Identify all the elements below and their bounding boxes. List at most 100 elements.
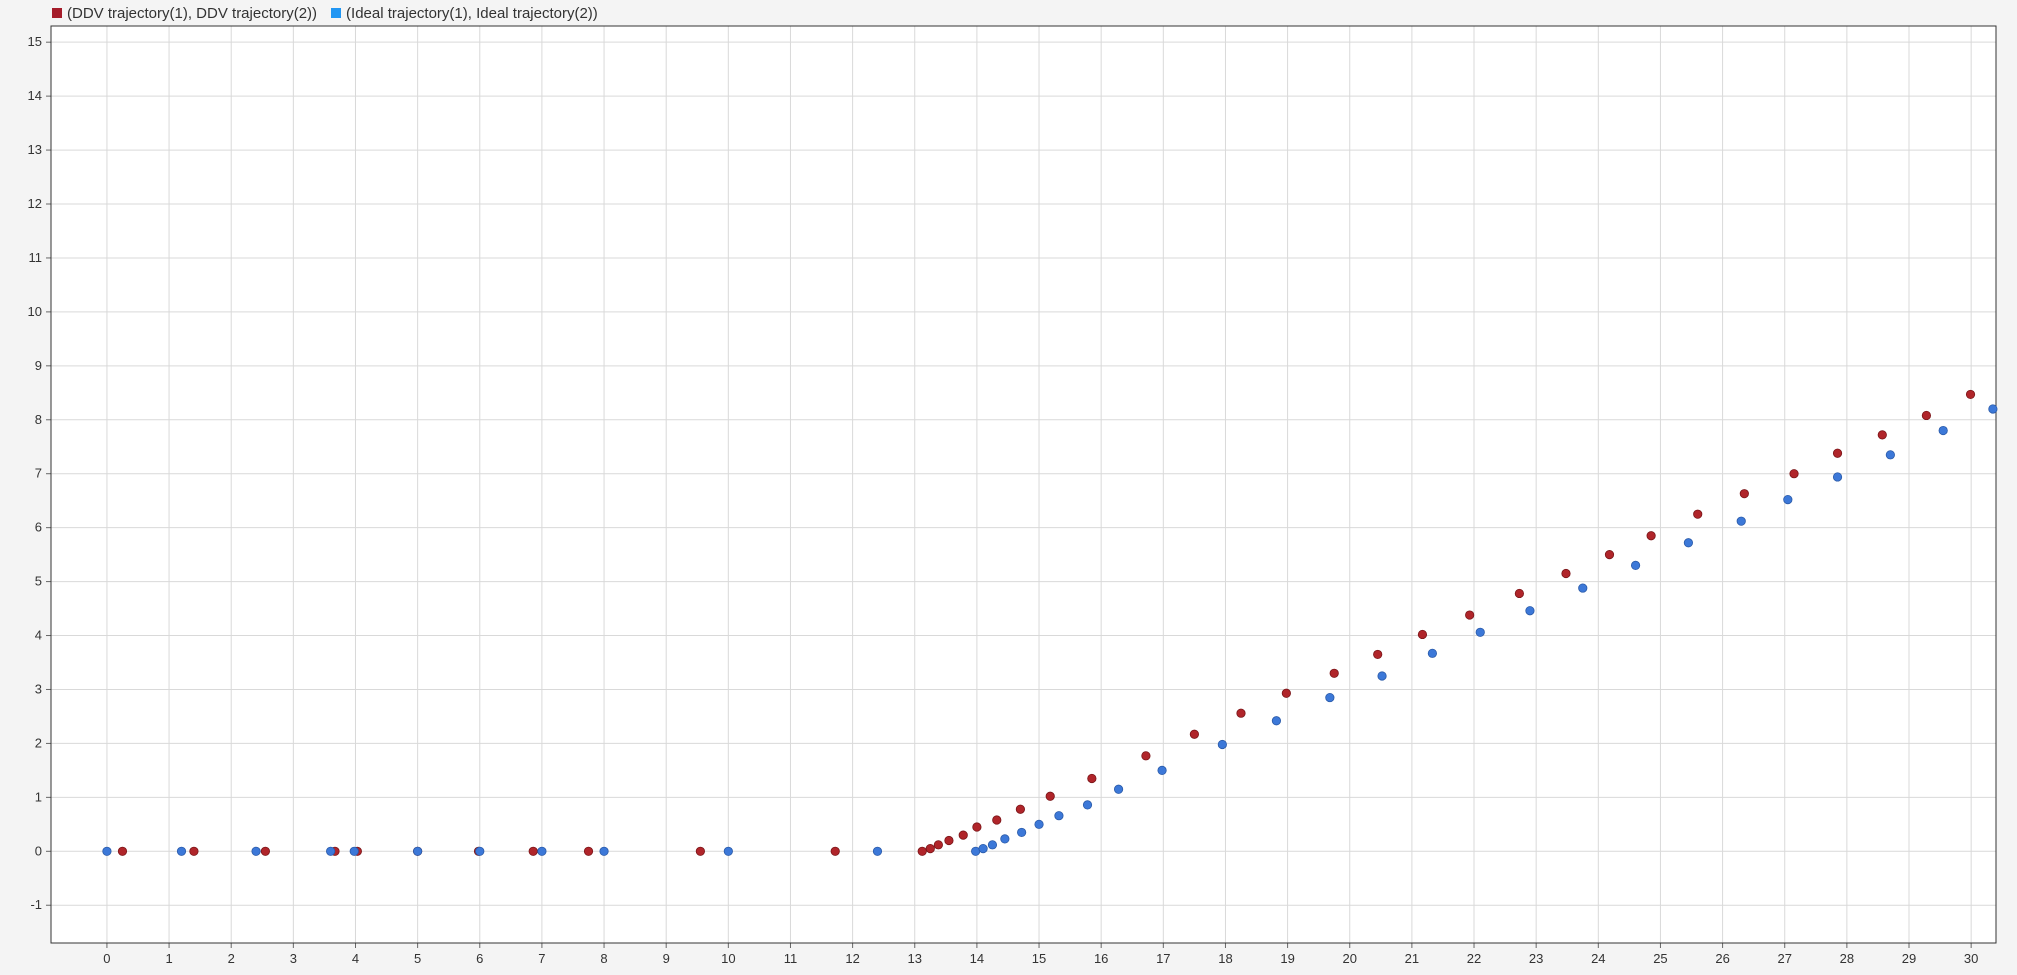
y-tick-label: 0	[35, 843, 42, 858]
ideal-point	[1525, 606, 1535, 616]
ideal-point	[1157, 765, 1167, 775]
ideal-point	[1054, 811, 1064, 821]
plot-area	[51, 26, 1996, 943]
x-tick-label: 11	[784, 951, 798, 966]
x-tick-label: 12	[845, 951, 859, 966]
ddv-point	[1646, 531, 1656, 541]
y-tick-label: 13	[28, 142, 42, 157]
x-tick-label: 6	[476, 951, 483, 966]
plot-border	[50, 25, 1997, 944]
x-tick-label: 26	[1715, 951, 1729, 966]
ddv-point	[1739, 489, 1749, 499]
ideal-point	[1034, 819, 1044, 829]
ddv-point	[1965, 389, 1976, 400]
y-tick-label: -1	[30, 897, 42, 912]
ideal-point	[1630, 560, 1641, 571]
x-tick-label: 4	[352, 951, 359, 966]
ddv-point	[1789, 469, 1799, 479]
legend-swatch-ideal	[331, 8, 342, 18]
x-tick-label: 0	[103, 951, 110, 966]
ddv-point	[1373, 649, 1383, 660]
ddv-point	[260, 846, 270, 856]
ddv-point	[1877, 430, 1887, 440]
ddv-point	[583, 846, 594, 856]
ddv-point	[1514, 588, 1524, 599]
x-tick-label: 1	[165, 951, 172, 966]
ddv-point	[1281, 688, 1291, 698]
y-tick-label: 8	[35, 412, 42, 427]
x-tick-label: 22	[1467, 951, 1481, 966]
ideal-point	[1683, 538, 1694, 548]
legend-label-ddv: (DDV trajectory(1), DDV trajectory(2))	[67, 4, 318, 22]
x-tick-label: 20	[1343, 951, 1357, 966]
ideal-point	[987, 840, 998, 850]
legend-item-ddv[interactable]: (DDV trajectory(1), DDV trajectory(2))	[52, 5, 317, 22]
legend-label-ideal: (Ideal trajectory(1), Ideal trajectory(2…	[346, 4, 598, 22]
x-tick-label: 10	[721, 951, 735, 966]
x-tick-label: 5	[414, 951, 421, 966]
ideal-point	[872, 846, 883, 856]
x-tick-label: 13	[908, 951, 922, 966]
x-tick-label: 7	[538, 951, 545, 966]
ddv-point	[1465, 610, 1475, 620]
y-tick-label: 10	[28, 304, 42, 319]
ideal-point	[978, 844, 988, 854]
y-tick-label: 5	[35, 574, 42, 589]
y-tick-label: 6	[35, 520, 42, 535]
ideal-point	[102, 846, 112, 856]
ddv-point	[1921, 410, 1932, 421]
x-tick-label: 2	[228, 951, 235, 966]
ideal-point	[326, 846, 336, 856]
ddv-point	[925, 844, 935, 854]
ideal-point	[599, 846, 609, 856]
y-tick-label: 3	[35, 681, 42, 696]
ideal-point	[1783, 495, 1793, 505]
ddv-point	[695, 846, 705, 856]
ddv-point	[1236, 708, 1246, 718]
x-tick-label: 15	[1032, 951, 1046, 966]
x-tick-label: 16	[1094, 951, 1108, 966]
ideal-point	[1271, 716, 1282, 726]
y-tick-label: 9	[35, 358, 42, 373]
x-tick-label: 3	[290, 951, 297, 966]
ddv-point	[992, 815, 1002, 825]
ddv-point	[1141, 751, 1151, 761]
legend-swatch-ddv	[52, 8, 62, 18]
ideal-point	[1082, 800, 1093, 810]
ddv-point	[1604, 550, 1615, 560]
ddv-point	[1417, 629, 1428, 640]
ideal-point	[1000, 834, 1010, 844]
x-tick-label: 17	[1156, 951, 1170, 966]
ideal-point	[475, 846, 485, 856]
ideal-point	[1832, 472, 1843, 482]
ideal-point	[176, 846, 187, 856]
ddv-point	[1693, 509, 1703, 519]
ddv-point	[528, 846, 538, 856]
x-tick-label: 28	[1840, 951, 1854, 966]
ideal-point	[1938, 425, 1948, 436]
legend: (DDV trajectory(1), DDV trajectory(2)) (…	[0, 0, 598, 26]
x-tick-label: 21	[1405, 951, 1419, 966]
x-tick-label: 24	[1591, 951, 1605, 966]
y-tick-label: 4	[35, 628, 42, 643]
ideal-point	[1217, 739, 1227, 750]
ideal-point	[1475, 627, 1485, 637]
ideal-point	[723, 846, 733, 856]
ddv-point	[917, 846, 927, 856]
ddv-point	[1189, 729, 1199, 739]
ideal-point	[1325, 692, 1335, 703]
y-tick-label: 14	[28, 88, 42, 103]
ideal-point	[1017, 827, 1027, 838]
x-tick-label: 9	[663, 951, 670, 966]
y-tick-label: 7	[35, 466, 42, 481]
ideal-point	[1988, 404, 1998, 414]
ddv-point	[830, 846, 840, 856]
ddv-point	[944, 835, 954, 846]
x-tick-label: 18	[1218, 951, 1232, 966]
ideal-point	[349, 846, 359, 856]
ddv-point	[972, 822, 982, 832]
legend-item-ideal[interactable]: (Ideal trajectory(1), Ideal trajectory(2…	[331, 5, 598, 22]
ddv-point	[189, 846, 199, 856]
ideal-point	[1578, 583, 1588, 593]
